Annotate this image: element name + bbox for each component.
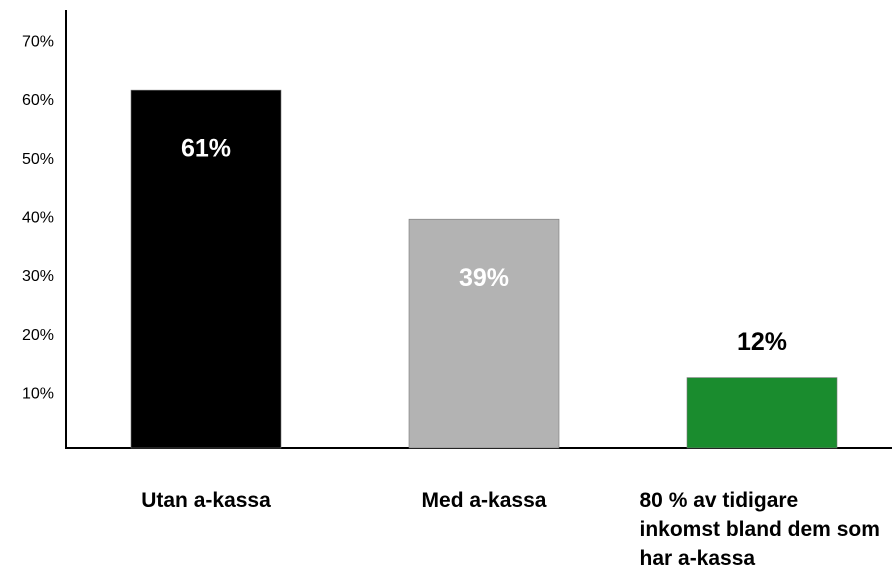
y-tick-label: 30% [22,268,54,285]
bar [686,377,838,449]
x-tick-label: Med a-kassa [421,489,547,512]
y-tick-label: 40% [22,210,54,227]
y-tick-label: 70% [22,34,54,51]
y-tick-label: 60% [22,92,54,109]
y-tick-label: 50% [22,151,54,168]
y-tick-label: 20% [22,327,54,344]
value-label: 39% [459,264,509,292]
value-label: 61% [181,135,231,163]
y-tick-label: 10% [22,386,54,403]
bar [130,89,282,449]
value-label: 12% [737,328,787,356]
x-tick-label: Utan a-kassa [141,489,271,512]
bar [408,218,560,449]
x-tick-label: 80 % av tidigare inkomst bland dem som h… [639,489,880,570]
